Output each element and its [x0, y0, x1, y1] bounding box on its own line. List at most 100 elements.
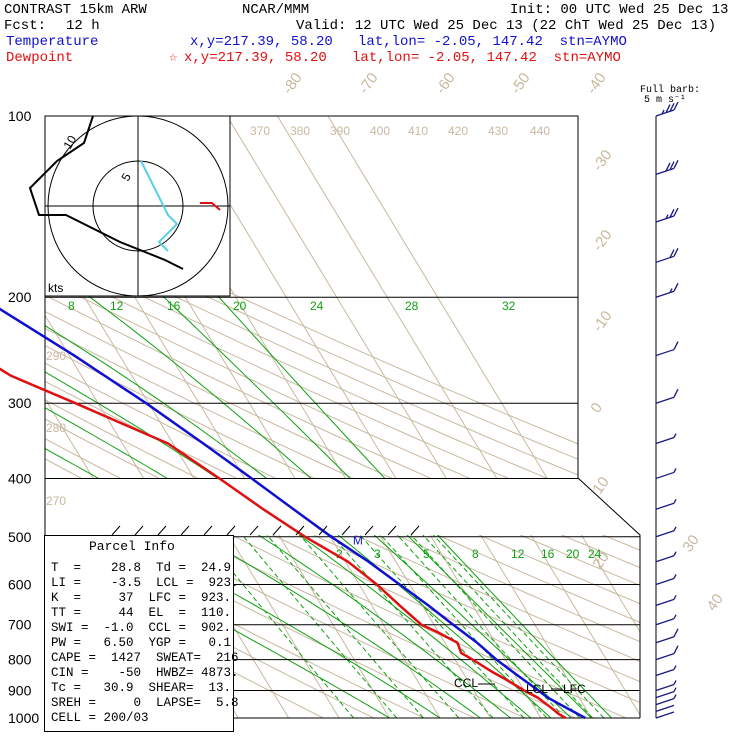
- wind-barb: [655, 207, 679, 223]
- wind-barb: [655, 665, 677, 677]
- wind-barb: [655, 282, 679, 298]
- hodograph-ring-label: 10: [60, 133, 79, 152]
- parcel-info-title: Parcel Info: [89, 539, 175, 554]
- parcel-row: T = 28.8 Td = 24.9: [51, 561, 232, 575]
- isotherm-label: -80: [279, 70, 305, 98]
- isotherm-line: [45, 116, 340, 718]
- wind-barb: [655, 694, 677, 706]
- isotherm-label: -20: [589, 227, 615, 255]
- isotherm-label: -60: [432, 70, 458, 98]
- init-time: Init: 00 UTC Wed 25 Dec 13: [510, 2, 729, 18]
- mixing-ratio-label: 5: [423, 547, 430, 561]
- wind-barb: [655, 680, 677, 692]
- theta-label: 410: [408, 124, 428, 138]
- hodograph-unit-label: kts: [48, 281, 63, 295]
- theta-label: 400: [370, 124, 390, 138]
- barb-header-line2: 5 m s⁻¹: [644, 95, 687, 106]
- lcl-label: LCL: [526, 682, 548, 696]
- wind-barb: [655, 614, 677, 626]
- moist-adiabat-line: [45, 221, 572, 718]
- dry-adiabat-line: [45, 116, 640, 718]
- dry-adiabat-line: [45, 116, 640, 718]
- mixing-ratio-label: 2: [336, 547, 343, 561]
- wind-barb: [655, 645, 679, 661]
- isotherm-label: -40: [583, 70, 609, 98]
- isotherm-line: [226, 116, 592, 718]
- mixing-ratio-label: 12: [110, 299, 124, 313]
- pressure-tick-label: 600: [8, 576, 32, 592]
- isotherm-label: 40: [703, 591, 726, 614]
- hatch-mark: [203, 525, 213, 536]
- temperature-legend: Temperature: [6, 34, 99, 50]
- temperature-location: x,y=217.39, 58.20 lat,lon= -2.05, 147.42…: [190, 34, 627, 50]
- mixing-ratio-label: 8: [68, 299, 75, 313]
- dry-adiabat-line: [45, 116, 640, 718]
- forecast-hours: 12 h: [66, 18, 100, 34]
- parcel-row: Tc = 30.9 SHEAR= 13.: [51, 681, 232, 695]
- theta-label: 390: [330, 124, 350, 138]
- wind-barb: [655, 526, 677, 538]
- pressure-tick-label: 200: [8, 289, 32, 305]
- hodograph-trace: [28, 115, 184, 270]
- pressure-tick-label: 300: [8, 395, 32, 411]
- theta-label: 380: [290, 124, 310, 138]
- dewpoint-legend: Dewpoint: [6, 50, 74, 66]
- mixing-ratio-label: 16: [167, 299, 181, 313]
- mixing-ratio-line: [251, 478, 460, 718]
- temperature-profile-line: [0, 307, 586, 720]
- theta-label: 440: [530, 124, 550, 138]
- parcel-row: CELL = 200/03: [51, 711, 149, 725]
- wind-barb: [655, 574, 677, 586]
- wind-barb: [655, 101, 679, 117]
- theta-label: 280: [46, 421, 66, 435]
- lfc-label: LFC: [563, 682, 586, 696]
- hatch-mark: [134, 525, 144, 536]
- mixing-ratio-label: 20: [566, 547, 580, 561]
- diagram-frame: [45, 115, 641, 718]
- pressure-tick-label: 800: [8, 652, 32, 668]
- isotherm-line: [327, 116, 640, 718]
- hatch-mark: [226, 525, 236, 536]
- parcel-row: TT = 44 EL = 110.: [51, 606, 232, 620]
- parcel-row: SREH = 0 LAPSE= 5.8: [51, 696, 239, 710]
- org-label: NCAR/MMM: [242, 2, 310, 18]
- parcel-row: CIN = -50 HWBZ= 4873.: [51, 666, 239, 680]
- mixing-ratio-label: 12: [511, 547, 525, 561]
- dry-adiabat-line: [45, 116, 640, 718]
- theta-label: 370: [250, 124, 270, 138]
- pressure-tick-label: 100: [8, 108, 32, 124]
- wind-barb: [655, 341, 679, 357]
- dry-adiabat-line: [45, 116, 640, 718]
- theta-label: 430: [488, 124, 508, 138]
- hodograph: [28, 115, 231, 297]
- mixing-ratio-label: 24: [588, 547, 602, 561]
- dewpoint-profile-line: [0, 367, 567, 720]
- ccl-label: CCL: [454, 676, 478, 690]
- valid-time: Valid: 12 UTC Wed 25 Dec 13 (22 ChT Wed …: [296, 18, 717, 34]
- parcel-row: PW = 6.50 YGP = 0.1: [51, 636, 232, 650]
- moist-adiabat-line: [45, 221, 511, 718]
- hatch-mark: [318, 525, 328, 536]
- mixing-ratio-label: 16: [541, 547, 555, 561]
- hatch-mark: [272, 525, 282, 536]
- dry-adiabat-line: [45, 116, 640, 718]
- wind-barb: [655, 468, 677, 480]
- theta-label: 420: [448, 124, 468, 138]
- pressure-tick-label: 500: [8, 529, 32, 545]
- moist-adiabat-line: [83, 221, 592, 718]
- m-label: M: [353, 533, 363, 547]
- hatch-mark: [387, 525, 397, 536]
- pressure-tick-label: 700: [8, 617, 32, 633]
- hatch-mark: [341, 525, 351, 536]
- wind-barb: [655, 388, 679, 404]
- hodograph-trace-low: [140, 160, 179, 252]
- mixing-ratio-label: 28: [405, 299, 419, 313]
- dry-adiabat-line: [45, 116, 324, 718]
- wind-barb: [655, 595, 677, 606]
- hatch-mark: [180, 525, 190, 536]
- hatch-mark: [364, 525, 374, 536]
- isotherm-label: -50: [507, 70, 533, 98]
- moist-adiabat-line: [45, 221, 532, 718]
- theta-label: 270: [46, 494, 66, 508]
